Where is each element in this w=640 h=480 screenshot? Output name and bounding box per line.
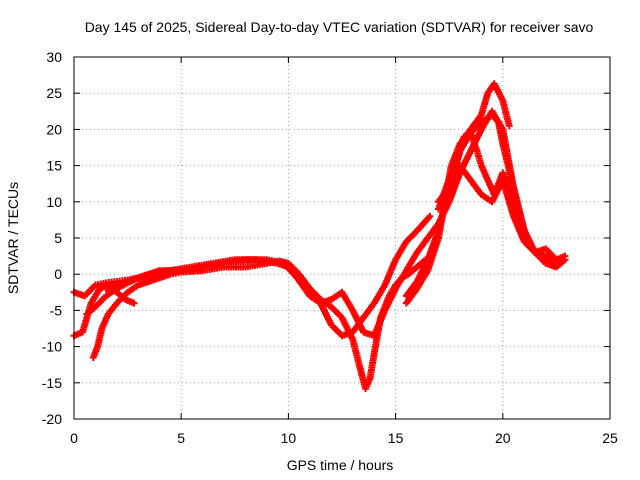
y-tick-label: -5 [50,302,63,318]
x-tick-label: 0 [70,430,78,446]
x-axis-label: GPS time / hours [287,457,394,473]
x-tick-label: 25 [602,430,618,446]
y-tick-label: 10 [46,194,62,210]
data-point [561,252,569,260]
y-tick-label: -20 [42,411,62,427]
data-points [70,80,569,393]
y-tick-label: 15 [46,158,62,174]
data-point [552,263,560,271]
data-point [426,212,434,220]
x-tick-label: 15 [388,430,404,446]
series-track-9 [434,162,569,264]
y-tick-label: 25 [46,85,62,101]
plot-frame [73,56,611,420]
tick-labels: 0 5 10 15 20 25 -20 -15 -10 -5 0 5 10 15 20 25 30 [42,49,618,446]
chart-title: Day 145 of 2025, Sidereal Day-to-day VTE… [85,19,594,35]
x-tick-label: 5 [177,430,185,446]
series-track-5 [102,212,434,340]
y-tick-label: 0 [54,266,62,282]
x-tick-label: 20 [495,430,511,446]
grid-lines [74,57,610,419]
y-axis-label: SDTVAR / TECUs [5,182,21,294]
y-tick-label: -10 [42,339,62,355]
y-tick-label: -15 [42,375,62,391]
x-tick-label: 10 [281,430,297,446]
y-tick-label: 20 [46,121,62,137]
data-point [130,299,138,307]
y-tick-label: 5 [54,230,62,246]
y-tick-label: 30 [46,49,62,65]
data-point [505,122,513,130]
